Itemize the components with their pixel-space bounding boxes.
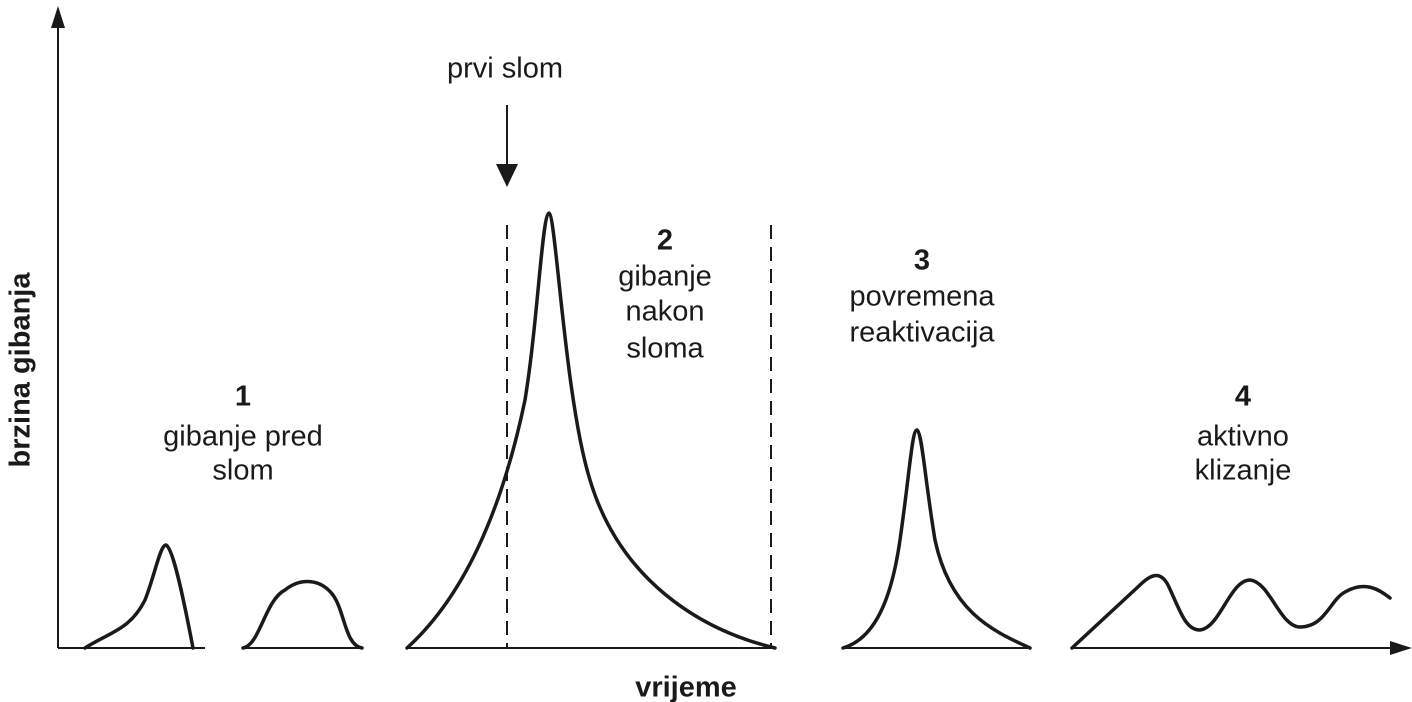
stage-number: 4 [1235, 381, 1251, 413]
curve-stage-1b [241, 579, 364, 650]
stage-label: aktivno [1197, 421, 1289, 453]
y-axis-label: brzina gibanja [5, 272, 37, 468]
annotation: prvi slom [447, 53, 563, 85]
stage-label: gibanje pred [163, 421, 323, 453]
curve-stage-3 [841, 428, 1032, 650]
curve-stage-1a [83, 543, 195, 650]
curve-stage-4 [1070, 573, 1392, 650]
curve-stage-2 [405, 211, 777, 650]
stage-number: 2 [657, 225, 673, 257]
stage-number: 3 [914, 245, 930, 277]
stage-label: nakon [625, 296, 704, 328]
x-axis-label: vrijeme [635, 672, 737, 702]
stage-label: slom [212, 455, 273, 487]
stage-label: klizanje [1195, 455, 1292, 487]
y-arrowhead [51, 6, 65, 28]
stage-label: sloma [626, 333, 704, 365]
stage-label: gibanje [618, 261, 712, 293]
x-arrowhead [1390, 641, 1412, 655]
stage-label: reaktivacija [849, 317, 995, 349]
stage-label: povremena [849, 281, 995, 313]
annotation-arrowhead [496, 164, 518, 187]
stage-number: 1 [235, 381, 251, 413]
